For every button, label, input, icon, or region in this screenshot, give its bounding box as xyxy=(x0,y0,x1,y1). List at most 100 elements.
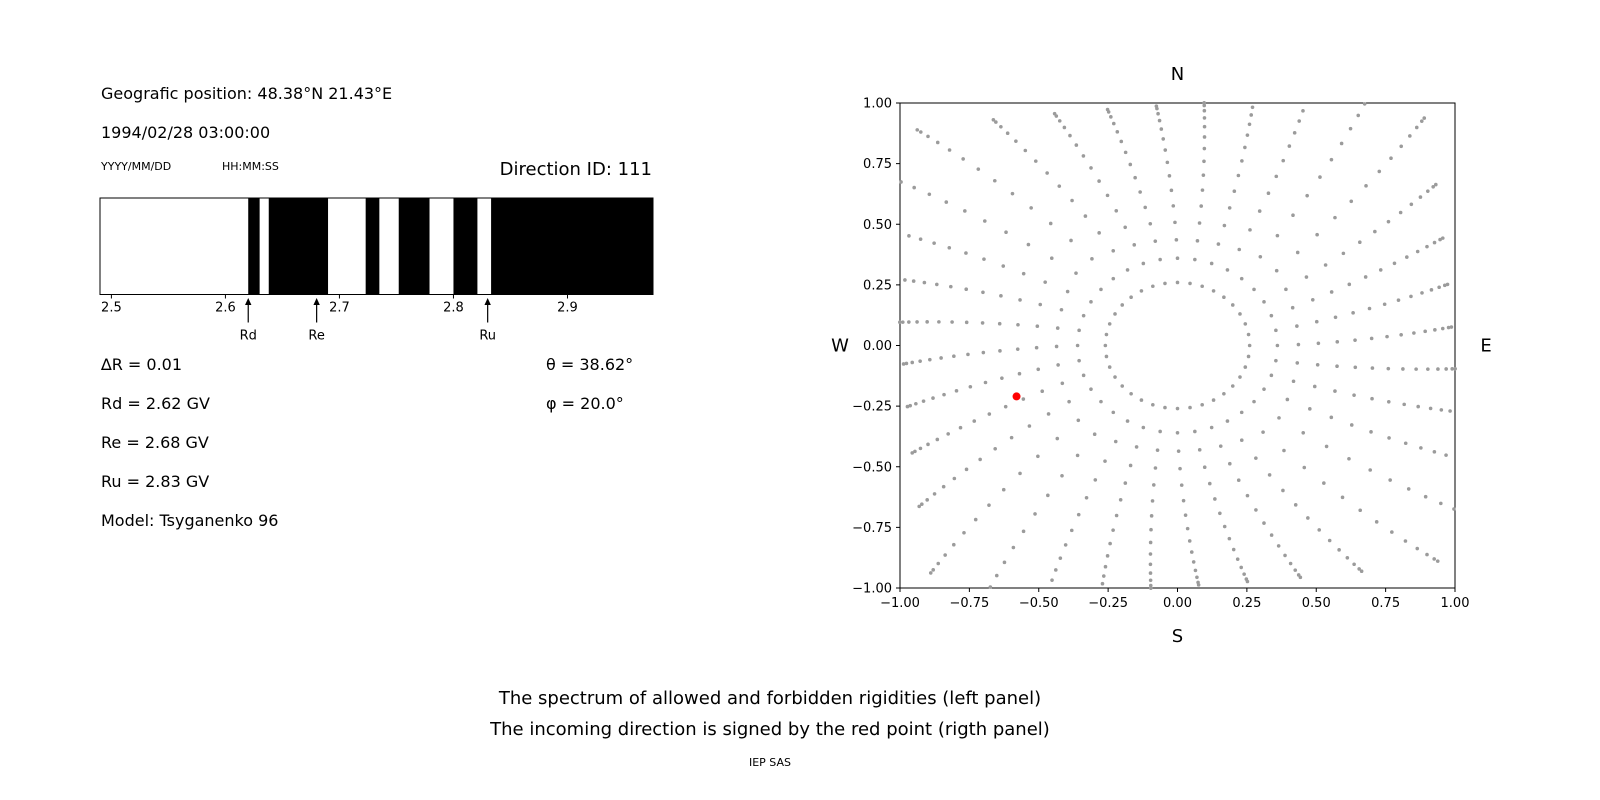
gray-dot xyxy=(1050,578,1054,582)
x-tick-label: −0.25 xyxy=(1088,596,1128,611)
gray-dot xyxy=(992,178,997,183)
x-tick-label: 2.6 xyxy=(215,301,236,316)
gray-dot xyxy=(1056,363,1060,367)
gray-dot xyxy=(1322,481,1326,485)
gray-dot xyxy=(1287,144,1292,148)
x-tick-label: −0.75 xyxy=(949,596,989,611)
gray-dot xyxy=(1125,268,1130,272)
gray-dot xyxy=(1067,399,1071,404)
gray-dot xyxy=(1318,175,1322,179)
gray-dot xyxy=(1438,237,1442,242)
gray-dot xyxy=(1097,179,1101,183)
gray-dot xyxy=(952,476,957,481)
y-tick-label: −1.00 xyxy=(852,582,892,597)
gray-dot xyxy=(901,362,906,366)
forbidden-band xyxy=(365,198,380,295)
gray-dot xyxy=(1196,583,1201,587)
gray-dot xyxy=(1068,133,1072,138)
gray-dot xyxy=(1414,125,1419,130)
gray-dot xyxy=(1209,425,1214,430)
gray-dot xyxy=(1274,174,1279,179)
gray-dot xyxy=(1174,238,1179,242)
gray-dot xyxy=(913,449,917,454)
gray-dot xyxy=(915,128,920,132)
gray-dot xyxy=(1267,473,1272,477)
gray-dot xyxy=(1003,404,1008,409)
direction-id-label: Direction ID: 111 xyxy=(499,159,652,180)
gray-dot xyxy=(1113,312,1117,316)
gray-dot xyxy=(964,287,969,292)
gray-dot xyxy=(1111,276,1116,281)
gray-dot xyxy=(1148,552,1153,556)
gray-dot xyxy=(1246,354,1251,359)
gray-dot xyxy=(1290,305,1295,310)
gray-dot xyxy=(1157,118,1162,123)
gray-dot xyxy=(1422,116,1427,120)
gray-dot xyxy=(898,320,902,325)
gray-dot xyxy=(1185,526,1190,531)
red-point xyxy=(1012,392,1021,401)
gray-dot xyxy=(1133,175,1137,180)
gray-dot xyxy=(935,437,940,442)
gray-dot xyxy=(1269,373,1274,378)
gray-dot xyxy=(1202,159,1206,164)
gray-dot xyxy=(1128,463,1133,468)
gray-dot xyxy=(1428,406,1433,411)
gray-dot xyxy=(1390,530,1394,534)
gray-dot xyxy=(1239,565,1244,570)
x-tick-label: 1.00 xyxy=(1441,596,1470,611)
gray-dot xyxy=(1123,481,1128,485)
datetime-label: 1994/02/28 03:00:00 xyxy=(101,123,271,142)
gray-dot xyxy=(1018,298,1022,302)
gray-dot xyxy=(1374,520,1379,524)
gray-dot xyxy=(1148,583,1153,588)
gray-dot xyxy=(1301,109,1305,113)
gray-dot xyxy=(1304,275,1309,279)
gray-dot xyxy=(1341,251,1346,256)
gray-dot xyxy=(1385,334,1389,339)
gray-dot xyxy=(903,278,907,282)
gray-dot xyxy=(1138,190,1142,194)
gray-dot xyxy=(926,134,930,139)
gray-dot xyxy=(1448,409,1452,413)
gray-dot xyxy=(1406,487,1411,491)
gray-dot xyxy=(968,384,973,389)
gray-dot xyxy=(1173,220,1177,225)
gray-dot xyxy=(1035,324,1040,329)
gray-dot xyxy=(1084,495,1089,500)
gray-dot xyxy=(1281,158,1286,163)
gray-dot xyxy=(1444,453,1448,457)
gray-dot xyxy=(1113,375,1117,379)
gray-dot xyxy=(1000,376,1004,380)
gray-dot xyxy=(1222,524,1227,529)
gray-dot xyxy=(1143,205,1148,210)
gray-dot xyxy=(1444,367,1448,371)
gray-dot xyxy=(1247,122,1252,127)
gray-dot xyxy=(1004,230,1008,234)
gray-dot xyxy=(1239,410,1244,415)
gray-dot xyxy=(1243,365,1248,369)
gray-dot xyxy=(1149,527,1153,532)
gray-dot xyxy=(1202,465,1207,469)
gray-dot xyxy=(912,185,916,190)
gray-dot xyxy=(1043,280,1047,284)
gray-dot xyxy=(1036,367,1041,372)
gray-dot xyxy=(1429,288,1434,292)
gray-dot xyxy=(1046,493,1050,498)
marker-arrow-head xyxy=(484,298,491,305)
gray-dot xyxy=(1419,446,1423,450)
gray-dot xyxy=(1054,344,1059,349)
gray-dot xyxy=(1114,208,1119,213)
gray-dot xyxy=(1412,331,1416,335)
gray-dot xyxy=(1246,332,1251,337)
gray-dot xyxy=(1029,206,1033,210)
gray-dot xyxy=(1351,311,1355,315)
gray-dot xyxy=(1352,562,1356,567)
gray-dot xyxy=(1369,430,1373,434)
gray-dot xyxy=(1120,384,1125,388)
gray-dot xyxy=(1193,257,1197,262)
gray-dot xyxy=(1045,171,1049,175)
gray-dot xyxy=(1370,396,1374,401)
marker-arrow-head xyxy=(245,298,252,305)
gray-dot xyxy=(1111,121,1116,126)
